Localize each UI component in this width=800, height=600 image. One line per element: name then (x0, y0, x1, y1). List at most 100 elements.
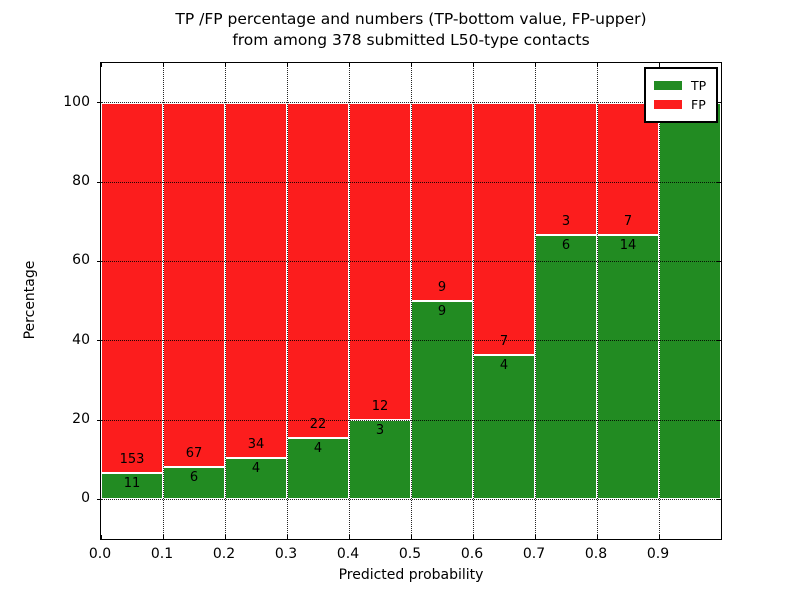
bar-segment-tp (287, 438, 349, 500)
tp-count-label: 9 (437, 304, 447, 319)
fp-count-label: 7 (499, 333, 509, 349)
tp-count-label: 4 (499, 357, 509, 373)
x-tick-label: 0.1 (150, 546, 174, 562)
y-axis-label: Percentage (22, 260, 38, 340)
bar-segment-tp (659, 102, 721, 500)
x-tick-mark-top (348, 63, 350, 67)
legend-swatch-fp (654, 100, 682, 109)
vertical-gridline (596, 63, 598, 539)
legend: TP FP (644, 67, 719, 123)
vertical-gridline (410, 63, 412, 539)
x-tick-mark-bottom (658, 535, 660, 539)
x-tick-mark-top (100, 63, 102, 67)
y-tick-label: 0 (81, 490, 90, 507)
y-tick-label: 20 (72, 411, 90, 427)
bar-segment-tp (411, 301, 473, 500)
y-tick-label: 100 (63, 93, 90, 110)
y-tick-label: 40 (72, 331, 90, 348)
bar-segment-fp (225, 102, 287, 458)
legend-swatch-tp (654, 81, 682, 90)
x-axis-label: Predicted probability (338, 567, 484, 583)
x-tick-mark-bottom (286, 535, 288, 539)
vertical-gridline (472, 63, 474, 539)
tp-count-label: 4 (251, 460, 261, 476)
x-tick-mark-bottom (472, 535, 474, 539)
tp-count-label: 3 (375, 423, 385, 438)
x-tick-mark-top (410, 63, 412, 67)
vertical-gridline (162, 63, 164, 539)
bar-segment-fp (287, 102, 349, 439)
fp-count-label: 7 (623, 213, 633, 229)
x-tick-mark-bottom (162, 535, 164, 539)
bar-segment-fp (473, 102, 535, 355)
x-tick-label: 0.6 (460, 546, 484, 562)
x-tick-label: 0.5 (398, 546, 422, 562)
x-tick-label: 0.7 (522, 546, 546, 562)
bar-segment-tp (473, 354, 535, 500)
x-tick-label: 0.8 (584, 546, 608, 562)
x-tick-mark-bottom (534, 535, 536, 539)
y-tick-label: 80 (72, 173, 90, 189)
x-tick-mark-bottom (100, 535, 102, 539)
x-tick-mark-top (224, 63, 226, 67)
bar-segment-tp (349, 420, 411, 500)
bar-segment-fp (535, 102, 597, 235)
y-tick-mark-right (717, 260, 721, 262)
x-tick-mark-top (286, 63, 288, 67)
x-tick-mark-top (658, 63, 660, 67)
y-tick-mark-left (97, 181, 101, 183)
legend-item: TP (654, 77, 706, 94)
chart-title-line2: from among 378 submitted L50-type contac… (232, 31, 590, 49)
fp-count-label: 9 (437, 280, 447, 295)
legend-label: TP (691, 77, 707, 93)
vertical-gridline (534, 63, 536, 539)
y-tick-mark-right (717, 181, 721, 183)
vertical-gridline (286, 63, 288, 539)
y-tick-mark-right (717, 340, 721, 342)
bar-segment-fp (163, 102, 225, 467)
bar-segment-tp (163, 466, 225, 500)
bar-segment-tp (597, 234, 659, 500)
x-tick-mark-top (534, 63, 536, 67)
x-tick-mark-bottom (596, 535, 598, 539)
x-tick-label: 0.0 (88, 546, 112, 562)
x-tick-mark-top (162, 63, 164, 67)
vertical-gridline (658, 63, 660, 539)
y-tick-mark-right (717, 419, 721, 421)
vertical-gridline (348, 63, 350, 539)
chart-title-line1: TP /FP percentage and numbers (TP-bottom… (175, 10, 647, 28)
y-tick-mark-right (717, 498, 721, 500)
tp-count-label: 6 (561, 237, 571, 253)
fp-count-label: 67 (185, 445, 203, 461)
x-tick-label: 0.9 (646, 546, 670, 562)
y-tick-mark-left (97, 340, 101, 342)
bar-segment-tp (535, 234, 597, 500)
x-tick-mark-bottom (348, 535, 350, 539)
y-tick-mark-right (717, 102, 721, 104)
chart-title: TP /FP percentage and numbers (TP-bottom… (100, 9, 722, 51)
fp-count-label: 34 (247, 436, 265, 452)
y-tick-mark-left (97, 102, 101, 104)
fp-count-label: 3 (561, 213, 571, 229)
y-tick-mark-left (97, 498, 101, 500)
y-tick-mark-left (97, 260, 101, 262)
bar-segment-tp (101, 472, 163, 500)
x-tick-mark-top (596, 63, 598, 67)
vertical-gridline (224, 63, 226, 539)
legend-label: FP (691, 96, 706, 112)
x-tick-label: 0.4 (336, 546, 360, 562)
x-tick-mark-bottom (410, 535, 412, 539)
tp-count-label: 14 (619, 237, 637, 253)
bar-segment-fp (411, 102, 473, 301)
y-tick-label: 60 (72, 252, 90, 269)
x-tick-mark-top (472, 63, 474, 67)
tp-count-label: 6 (189, 469, 199, 485)
x-tick-mark-bottom (224, 535, 226, 539)
y-tick-mark-left (97, 419, 101, 421)
x-tick-label: 0.3 (274, 546, 298, 562)
legend-item: FP (654, 96, 706, 113)
tp-count-label: 4 (313, 441, 323, 457)
tp-count-label: 11 (123, 475, 141, 491)
